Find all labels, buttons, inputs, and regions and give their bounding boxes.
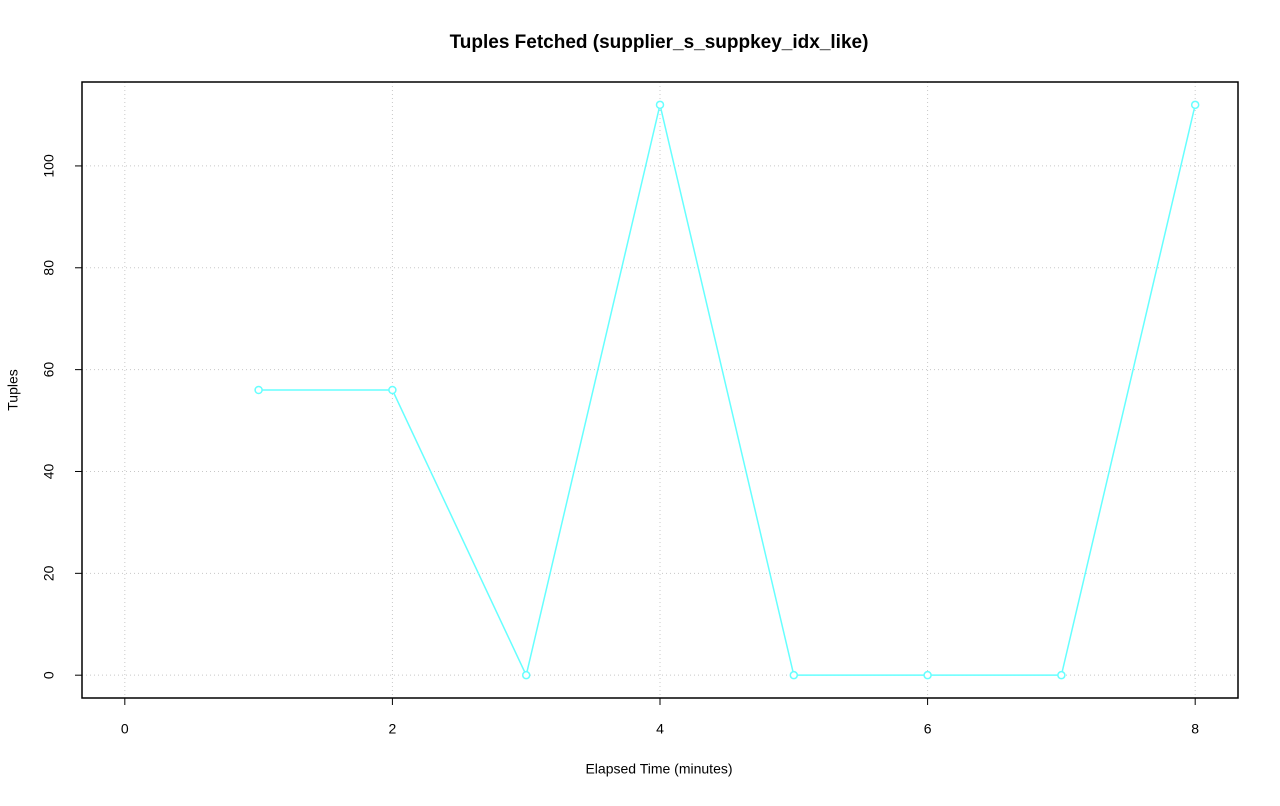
point	[923, 670, 932, 680]
y-tick-label: 0	[41, 671, 57, 679]
x-tick-label: 4	[656, 721, 664, 737]
x-tick-label: 2	[389, 721, 397, 737]
point	[655, 100, 665, 110]
x-tick-label: 6	[924, 721, 932, 737]
y-tick-label: 80	[41, 260, 57, 276]
point	[388, 385, 397, 395]
plot-frame	[81, 81, 1239, 699]
point	[789, 670, 799, 680]
series-line	[258, 104, 1196, 678]
y-tick-label: 100	[41, 154, 57, 178]
point	[1190, 100, 1200, 110]
chart-title: Tuples Fetched (supplier_s_suppkey_idx_l…	[450, 32, 869, 53]
y-axis-label: Tuples	[5, 369, 21, 411]
y-tick-label: 60	[41, 362, 57, 378]
x-tick-label: 0	[121, 721, 129, 737]
point	[521, 670, 531, 680]
x-axis-label: Elapsed Time (minutes)	[585, 761, 732, 777]
x-tick-label: 8	[1191, 721, 1199, 737]
y-tick-label: 40	[41, 463, 57, 479]
point	[1057, 670, 1066, 680]
point	[254, 385, 263, 395]
y-tick-label: 20	[41, 565, 57, 581]
